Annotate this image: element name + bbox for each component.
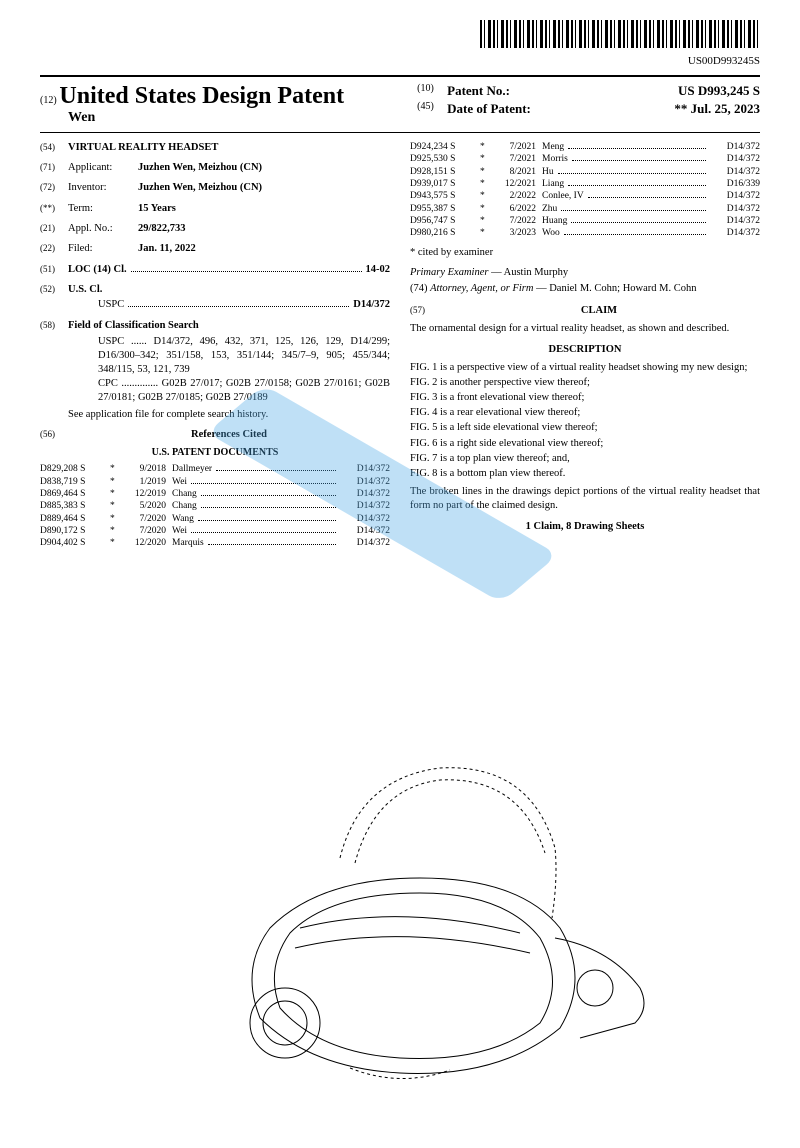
reference-row: D980,216 S*3/2023WooD14/372	[410, 227, 760, 239]
figure-descriptions: FIG. 1 is a perspective view of a virtua…	[410, 361, 760, 481]
code-12: (12)	[40, 95, 57, 106]
term: 15 Years	[138, 202, 176, 216]
reference-row: D939,017 S*12/2021LiangD16/339	[410, 178, 760, 190]
patent-drawing	[0, 728, 800, 1128]
reference-row: D869,464 S*12/2019ChangD14/372	[40, 488, 390, 500]
patent-author: Wen	[40, 110, 417, 126]
broken-lines-note: The broken lines in the drawings depict …	[410, 485, 760, 513]
reference-row: D885,383 S*5/2020ChangD14/372	[40, 500, 390, 512]
claim-title: CLAIM	[438, 304, 760, 318]
reference-row: D838,719 S*1/2019WeiD14/372	[40, 476, 390, 488]
reference-row: D890,172 S*7/2020WeiD14/372	[40, 525, 390, 537]
figure-line: FIG. 8 is a bottom plan view thereof.	[410, 467, 760, 481]
right-column: D924,234 S*7/2021MengD14/372D925,530 S*7…	[410, 141, 760, 550]
references-left: D829,208 S*9/2018DallmeyerD14/372D838,71…	[40, 463, 390, 549]
figure-line: FIG. 4 is a rear elevational view thereo…	[410, 406, 760, 420]
barcode-region	[40, 20, 760, 51]
applicant: Juzhen Wen, Meizhou (CN)	[138, 161, 262, 175]
uspc-class: D14/372	[353, 298, 390, 312]
patent-title: United States Design Patent	[59, 83, 344, 109]
figure-line: FIG. 6 is a right side elevational view …	[410, 437, 760, 451]
claims-sheets-count: 1 Claim, 8 Drawing Sheets	[410, 520, 760, 534]
left-column: (54)VIRTUAL REALITY HEADSET (71)Applican…	[40, 141, 390, 550]
description-title: DESCRIPTION	[410, 343, 760, 357]
claim-body: The ornamental design for a virtual real…	[410, 322, 760, 336]
figure-line: FIG. 1 is a perspective view of a virtua…	[410, 361, 760, 375]
attorney-name: Daniel M. Cohn; Howard M. Cohn	[549, 283, 696, 294]
patent-header: (12) United States Design Patent Wen (10…	[40, 75, 760, 133]
reference-row: D943,575 S*2/2022Conlee, IVD14/372	[410, 190, 760, 202]
reference-row: D904,402 S*12/2020MarquisD14/372	[40, 537, 390, 549]
reference-row: D928,151 S*8/2021HuD14/372	[410, 166, 760, 178]
vr-headset-icon	[0, 728, 800, 1128]
barcode-icon	[480, 20, 760, 48]
reference-row: D956,747 S*7/2022HuangD14/372	[410, 215, 760, 227]
reference-row: D925,530 S*7/2021MorrisD14/372	[410, 153, 760, 165]
hdr-label: Patent No.:	[447, 83, 557, 99]
cited-note: * cited by examiner	[410, 246, 760, 260]
patent-number: US D993,245 S	[557, 83, 760, 99]
reference-row: D829,208 S*9/2018DallmeyerD14/372	[40, 463, 390, 475]
invention-title: VIRTUAL REALITY HEADSET	[68, 141, 218, 155]
document-number: US00D993245S	[40, 55, 760, 67]
body-columns: (54)VIRTUAL REALITY HEADSET (71)Applican…	[40, 141, 760, 550]
loc-class: 14-02	[366, 263, 391, 277]
inventor: Juzhen Wen, Meizhou (CN)	[138, 181, 262, 195]
patent-date: ** Jul. 25, 2023	[557, 101, 760, 117]
references-right: D924,234 S*7/2021MengD14/372D925,530 S*7…	[410, 141, 760, 240]
header-right: (10) Patent No.: US D993,245 S (45) Date…	[417, 83, 760, 126]
examiner-name: Austin Murphy	[504, 267, 568, 278]
us-patent-docs-title: U.S. PATENT DOCUMENTS	[40, 446, 390, 460]
figure-line: FIG. 7 is a top plan view thereof; and,	[410, 452, 760, 466]
appl-no: 29/822,733	[138, 222, 186, 236]
filed-date: Jan. 11, 2022	[138, 242, 196, 256]
reference-row: D889,464 S*7/2020WangD14/372	[40, 513, 390, 525]
figure-line: FIG. 2 is another perspective view there…	[410, 376, 760, 390]
reference-row: D955,387 S*6/2022ZhuD14/372	[410, 203, 760, 215]
reference-row: D924,234 S*7/2021MengD14/372	[410, 141, 760, 153]
hdr-num: (10)	[417, 83, 447, 99]
search-note: See application file for complete search…	[40, 408, 390, 422]
hdr-label: Date of Patent:	[447, 101, 557, 117]
figure-line: FIG. 3 is a front elevational view there…	[410, 391, 760, 405]
hdr-num: (45)	[417, 101, 447, 117]
figure-line: FIG. 5 is a left side elevational view t…	[410, 421, 760, 435]
